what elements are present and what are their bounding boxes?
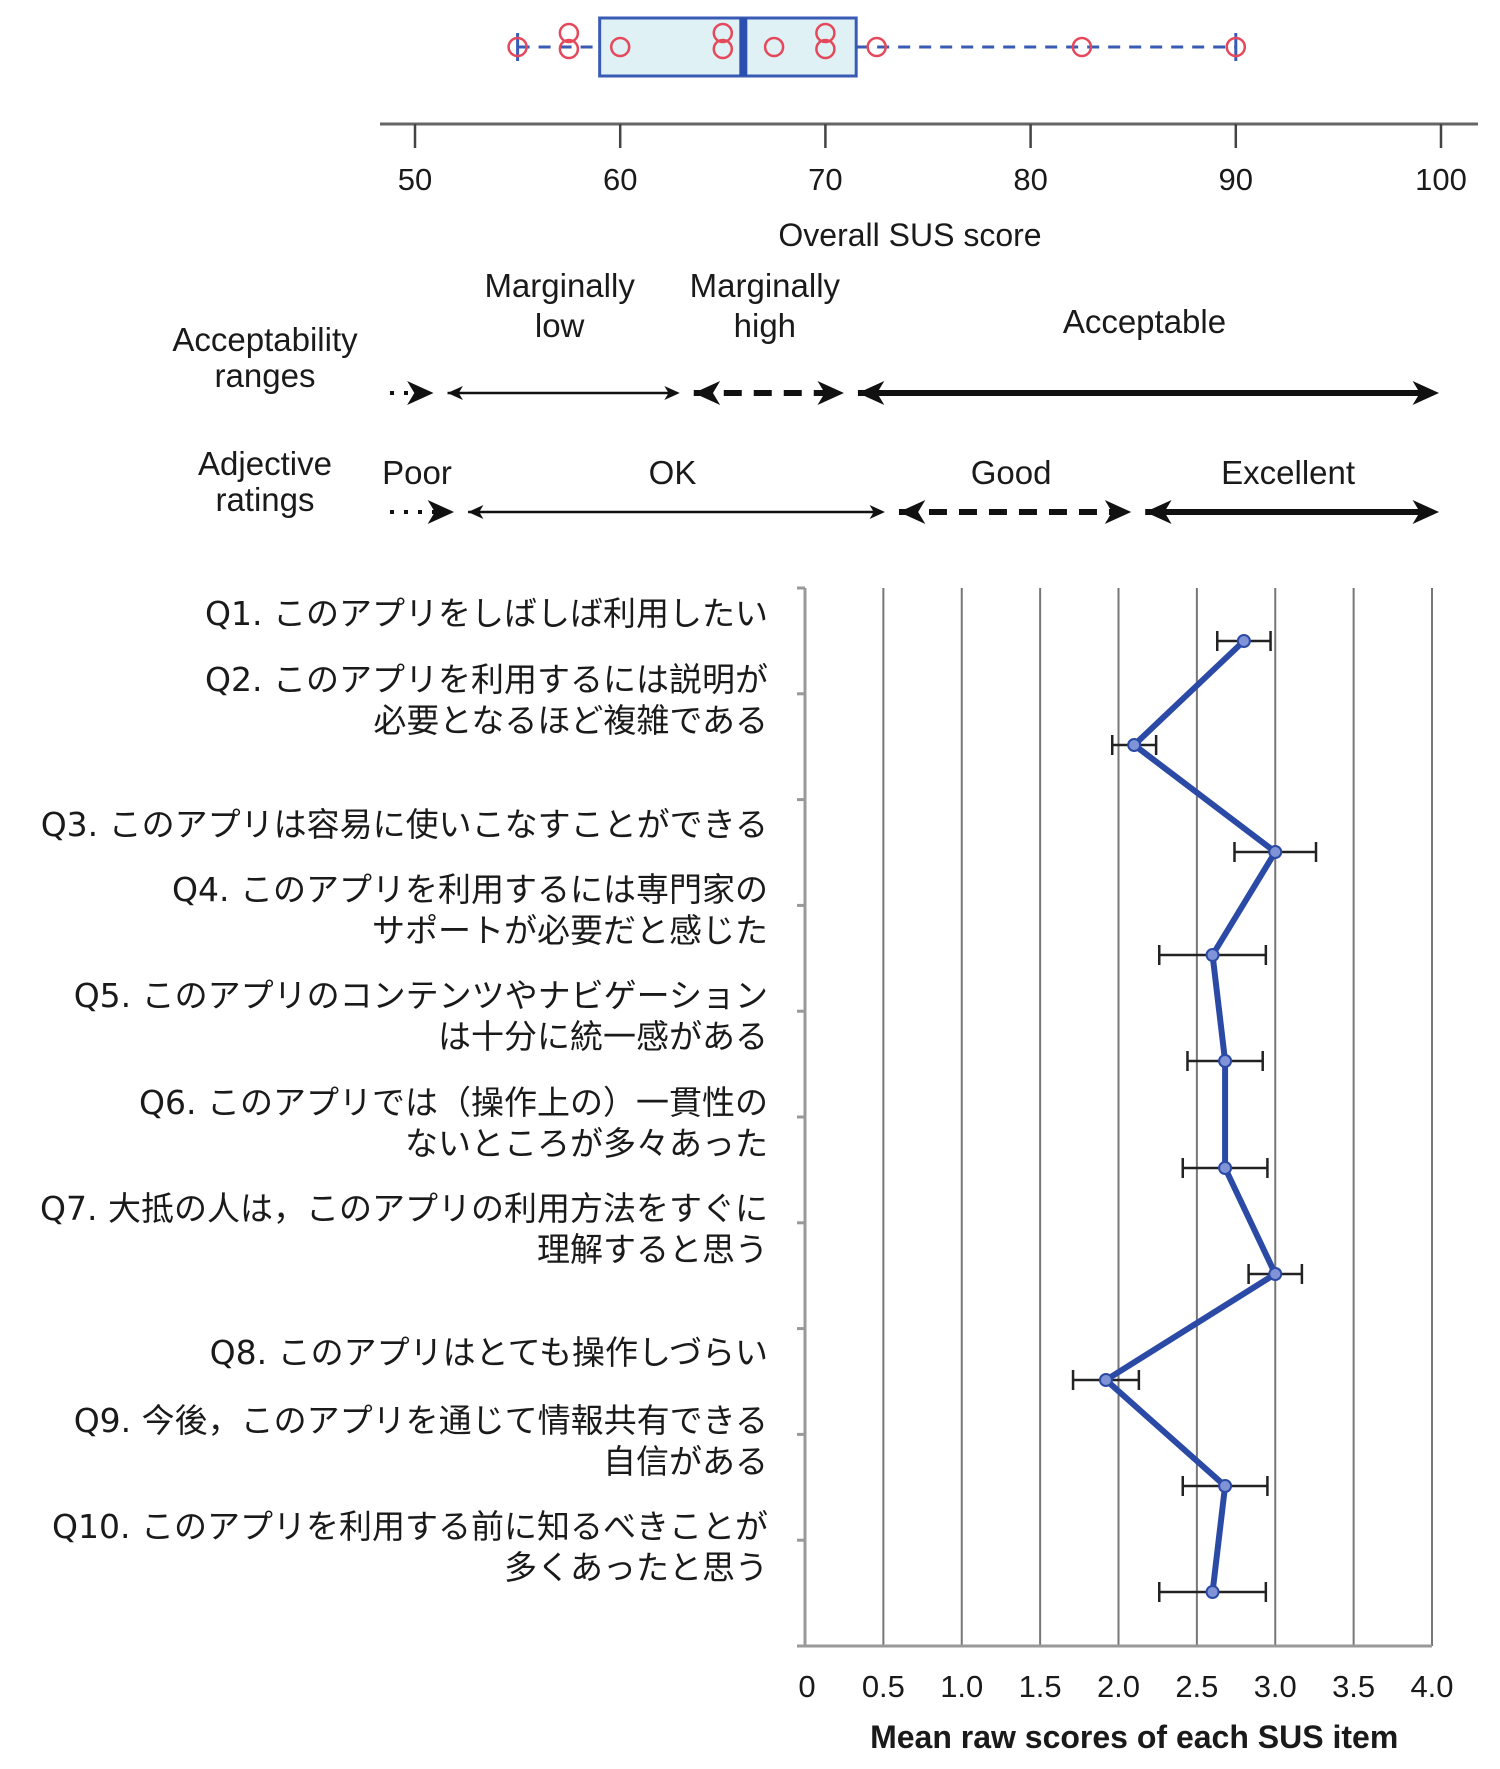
range-arrowhead bbox=[664, 386, 680, 400]
item-label: Q5. このアプリのコンテンツやナビゲーション bbox=[74, 976, 768, 1015]
item-tick-label: 0.5 bbox=[862, 1669, 905, 1704]
item-tick-label: 3.5 bbox=[1332, 1669, 1375, 1704]
score-tick-label: 50 bbox=[398, 162, 432, 197]
score-point bbox=[609, 36, 631, 58]
range-arrowhead bbox=[1412, 500, 1439, 524]
item-tick-label: 0 bbox=[798, 1669, 815, 1704]
score-point bbox=[558, 38, 580, 60]
score-tick-label: 60 bbox=[603, 162, 637, 197]
item-label: 理解すると思う bbox=[537, 1230, 768, 1269]
item-label: 必要となるほど複雑である bbox=[373, 701, 768, 740]
score-tick-label: 100 bbox=[1415, 162, 1467, 197]
item-tick-label: 4.0 bbox=[1410, 1669, 1453, 1704]
score-point bbox=[712, 22, 734, 44]
item-label: Q7. 大抵の人は，このアプリの利用方法をすぐに bbox=[40, 1189, 768, 1228]
score-point bbox=[1225, 36, 1247, 58]
item-label: Q10. このアプリを利用する前に知るべきことが bbox=[52, 1507, 768, 1546]
range-title-line: Acceptability bbox=[172, 321, 358, 358]
range-segment-label: Excellent bbox=[1221, 454, 1355, 491]
item-label: ないところが多々あった bbox=[405, 1124, 768, 1163]
mean-score-point bbox=[1218, 1479, 1233, 1493]
score-point bbox=[1071, 36, 1093, 58]
item-label: は十分に統一感がある bbox=[438, 1017, 768, 1056]
item-label: サポートが必要だと感じた bbox=[372, 911, 768, 950]
item-label: Q2. このアプリを利用するには説明が bbox=[205, 660, 768, 699]
range-segment-label: OK bbox=[649, 454, 697, 491]
range-segment-label: Marginally bbox=[484, 267, 635, 304]
mean-score-point bbox=[1236, 634, 1251, 648]
range-arrowhead bbox=[468, 505, 484, 519]
mean-score-line bbox=[1102, 638, 1279, 1593]
range-segment-label: low bbox=[535, 307, 585, 344]
score-point bbox=[558, 22, 580, 44]
score-point bbox=[866, 36, 887, 58]
score-tick-label: 90 bbox=[1219, 162, 1253, 197]
score-point bbox=[815, 22, 836, 44]
score-point bbox=[712, 38, 734, 60]
range-arrowhead bbox=[1412, 381, 1439, 405]
range-arrowhead bbox=[1145, 500, 1172, 524]
mean-score-point bbox=[1098, 1373, 1113, 1387]
mean-score-point bbox=[1205, 1585, 1220, 1599]
range-arrowhead bbox=[427, 500, 455, 524]
score-axis-title: Overall SUS score bbox=[778, 217, 1041, 253]
range-title-line: ranges bbox=[215, 357, 316, 394]
item-tick-label: 2.0 bbox=[1097, 1669, 1140, 1704]
range-bands: AcceptabilityrangesMarginallylowMarginal… bbox=[172, 267, 1439, 524]
item-label: 多くあったと思う bbox=[504, 1548, 768, 1587]
range-arrowhead bbox=[898, 500, 926, 524]
boxplot: 50 60 70 80 90 100 Overall SUS score bbox=[380, 16, 1478, 253]
range-segment-label: high bbox=[734, 307, 796, 344]
score-tick-label: 80 bbox=[1013, 162, 1047, 197]
score-point bbox=[815, 38, 836, 60]
item-label: Q4. このアプリを利用するには専門家の bbox=[172, 870, 768, 909]
iqr-box bbox=[598, 16, 858, 78]
item-tick-label: 2.5 bbox=[1175, 1669, 1218, 1704]
mean-score-point bbox=[1218, 1161, 1233, 1175]
range-arrowhead bbox=[1104, 500, 1132, 524]
score-point bbox=[763, 36, 785, 58]
range-title-line: ratings bbox=[215, 481, 314, 518]
item-tick-label: 3.0 bbox=[1254, 1669, 1297, 1704]
range-arrowhead bbox=[869, 505, 885, 519]
mean-score-point bbox=[1127, 738, 1142, 752]
item-score-chart: 0 0.5 1.0 1.5 2.0 2.5 3.0 3.5 4.0 Mean raw scores… bbox=[40, 586, 1454, 1755]
mean-score-point bbox=[1268, 1267, 1283, 1281]
range-arrowhead bbox=[817, 381, 844, 405]
range-segment-label: Acceptable bbox=[1063, 303, 1226, 340]
range-arrowhead bbox=[857, 381, 885, 405]
range-segment-label: Good bbox=[971, 454, 1052, 491]
mean-score-point bbox=[1268, 845, 1283, 859]
item-label: Q1. このアプリをしばしば利用したい bbox=[205, 594, 768, 633]
score-point bbox=[507, 36, 528, 58]
item-tick-label: 1.0 bbox=[940, 1669, 983, 1704]
item-axis-title: Mean raw scores of each SUS item bbox=[870, 1719, 1398, 1755]
range-arrowhead bbox=[447, 386, 463, 400]
range-arrowhead bbox=[407, 381, 434, 405]
range-segment-label: Poor bbox=[382, 454, 452, 491]
range-arrowhead bbox=[693, 381, 721, 405]
item-label: 自信がある bbox=[603, 1442, 768, 1481]
item-label: Q6. このアプリでは（操作上の）一貫性の bbox=[139, 1083, 768, 1122]
item-label: Q8. このアプリはとても操作しづらい bbox=[210, 1333, 768, 1372]
item-label: Q9. 今後，このアプリを通じて情報共有できる bbox=[74, 1401, 768, 1440]
item-label: Q3. このアプリは容易に使いこなすことができる bbox=[41, 805, 768, 844]
range-segment-label: Marginally bbox=[690, 267, 841, 304]
range-title-line: Adjective bbox=[198, 445, 332, 482]
score-tick-label: 70 bbox=[808, 162, 842, 197]
mean-score-point bbox=[1218, 1054, 1233, 1068]
item-tick-label: 1.5 bbox=[1019, 1669, 1062, 1704]
mean-score-point bbox=[1205, 948, 1220, 962]
